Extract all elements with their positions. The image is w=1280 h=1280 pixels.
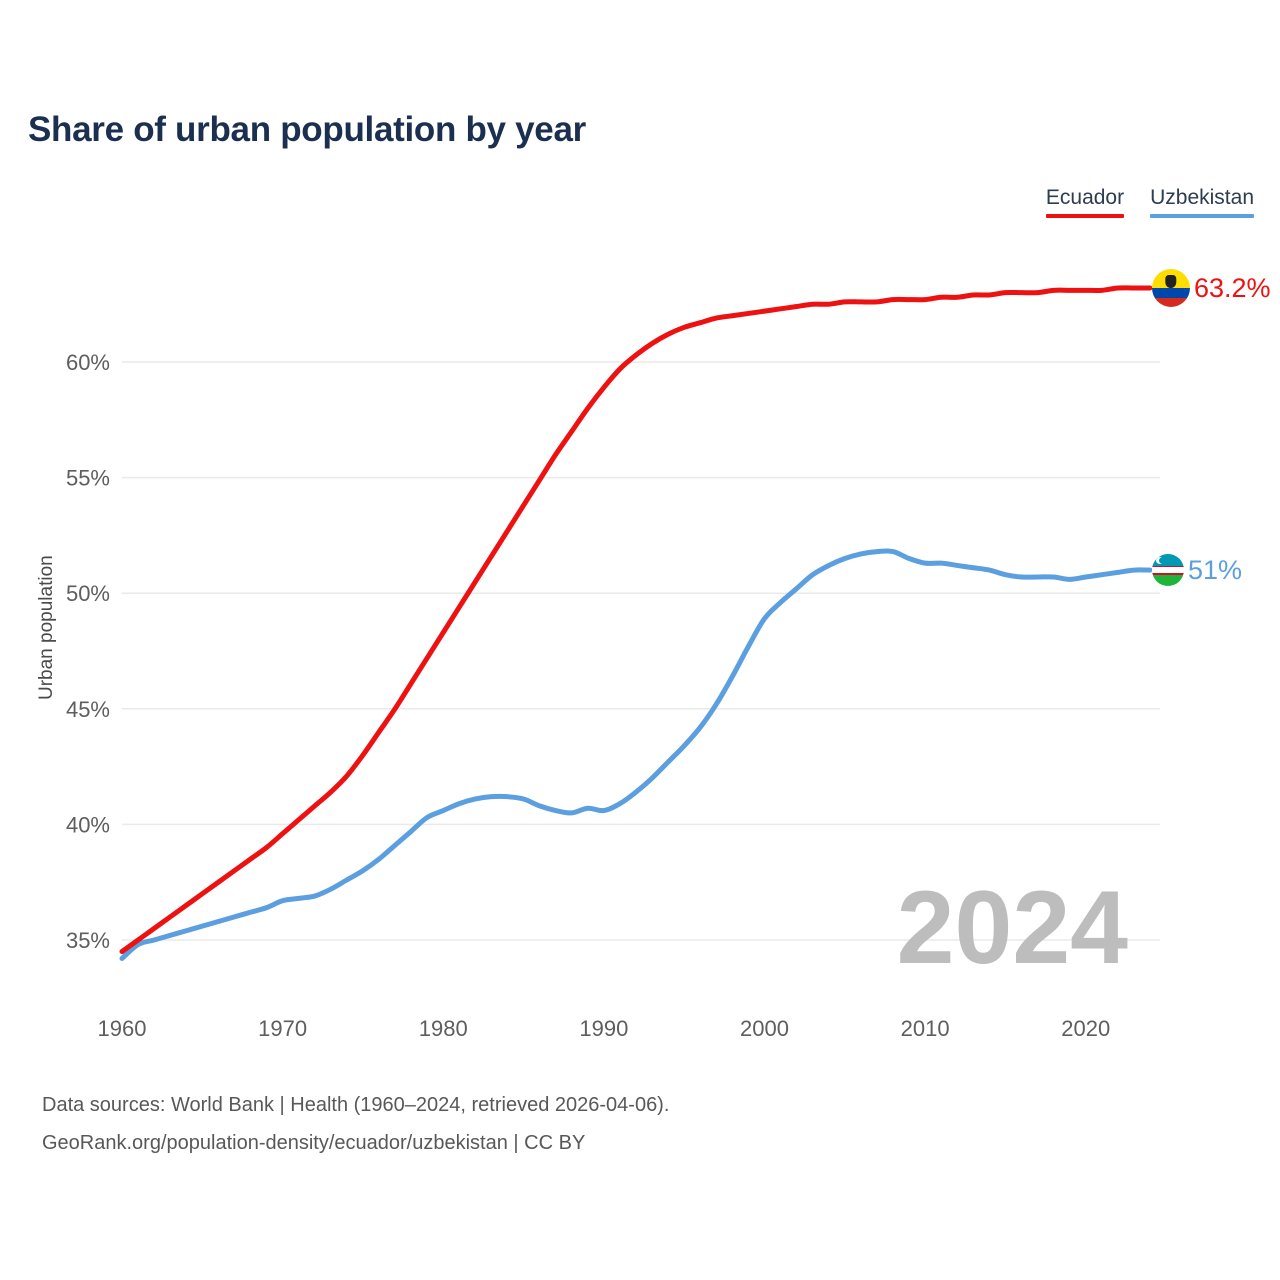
y-tick-label: 40% bbox=[66, 812, 110, 837]
end-value-uzbekistan: 51% bbox=[1188, 554, 1243, 585]
y-tick-label: 35% bbox=[66, 928, 110, 953]
legend-item-uzbekistan[interactable]: Uzbekistan bbox=[1150, 186, 1254, 218]
legend-item-ecuador[interactable]: Ecuador bbox=[1045, 186, 1125, 218]
x-tick-label: 1980 bbox=[419, 1016, 468, 1041]
footer-line-2: GeoRank.org/population-density/ecuador/u… bbox=[42, 1132, 586, 1154]
x-tick-label: 1990 bbox=[579, 1016, 628, 1041]
legend-label-ecuador: Ecuador bbox=[1045, 186, 1125, 209]
y-tick-label: 50% bbox=[66, 581, 110, 606]
y-axis-label: Urban population bbox=[36, 555, 57, 700]
x-tick-label: 1970 bbox=[258, 1016, 307, 1041]
ecuador-flag-icon bbox=[1152, 269, 1190, 308]
end-label-uzbekistan: 51% bbox=[1152, 554, 1243, 587]
footer-sources: Data sources: World Bank | Health (1960–… bbox=[42, 1086, 669, 1162]
footer-line-1: Data sources: World Bank | Health (1960–… bbox=[42, 1094, 670, 1116]
series-line-uzbekistan bbox=[119, 548, 1153, 961]
legend-label-uzbekistan: Uzbekistan bbox=[1150, 186, 1254, 209]
end-label-ecuador: 63.2% bbox=[1152, 269, 1271, 308]
year-watermark: 2024 bbox=[897, 870, 1129, 986]
end-value-ecuador: 63.2% bbox=[1194, 272, 1271, 303]
x-tick-label: 2000 bbox=[740, 1016, 789, 1041]
series-line-ecuador bbox=[119, 285, 1153, 955]
uzbekistan-flag-icon bbox=[1152, 554, 1184, 587]
legend-color-swatch-ecuador bbox=[1045, 214, 1125, 218]
x-tick-label: 2010 bbox=[901, 1016, 950, 1041]
chart-legend: Ecuador Uzbekistan bbox=[1045, 186, 1254, 218]
y-axis-tick-labels: 35% 40% 45% 50% 55% 60% bbox=[66, 350, 110, 953]
y-tick-label: 45% bbox=[66, 697, 110, 722]
page-title: Share of urban population by year bbox=[28, 110, 586, 149]
y-tick-label: 60% bbox=[66, 350, 110, 375]
x-tick-label: 2020 bbox=[1061, 1016, 1110, 1041]
x-axis-tick-labels: 1960 1970 1980 1990 2000 2010 2020 bbox=[98, 1016, 1111, 1041]
y-tick-label: 55% bbox=[66, 466, 110, 491]
x-tick-label: 1960 bbox=[98, 1016, 147, 1041]
legend-color-swatch-uzbekistan bbox=[1150, 214, 1254, 218]
gridlines bbox=[122, 361, 1160, 941]
